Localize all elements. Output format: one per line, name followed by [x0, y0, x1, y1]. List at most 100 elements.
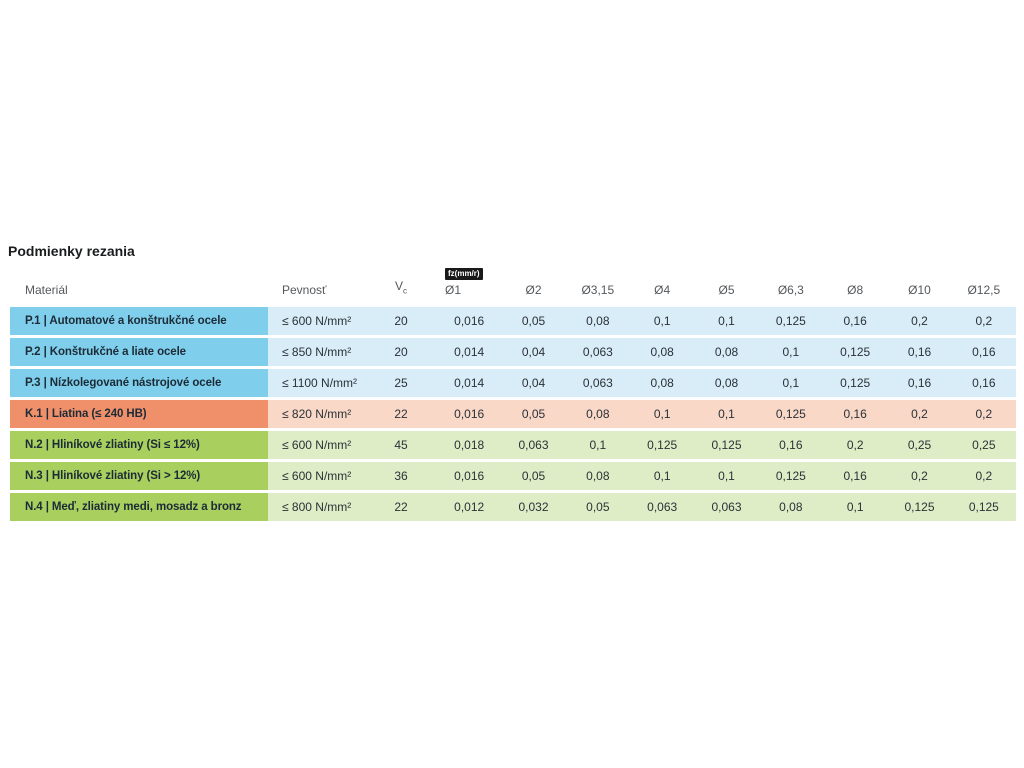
table-row-k1: K.1 | Liatina (≤ 240 HB) ≤ 820 N/mm² 22 …: [10, 400, 1016, 428]
fz-cell: 0,08: [694, 338, 759, 366]
fz-cell: 0,08: [758, 493, 823, 521]
fz-cell: 0,125: [694, 431, 759, 459]
fz-unit-badge: fz(mm/r): [445, 268, 483, 280]
fz-cell: 0,04: [501, 338, 566, 366]
fz-cell: 0,05: [501, 307, 566, 335]
fz-cell: 0,16: [823, 462, 888, 490]
vc-subscript: c: [403, 286, 407, 295]
fz-cell: 0,063: [501, 431, 566, 459]
fz-cell: 0,2: [951, 400, 1016, 428]
fz-cell: 0,012: [437, 493, 502, 521]
fz-cell: 0,08: [630, 338, 695, 366]
material-cell: P.1 | Automatové a konštrukčné ocele: [10, 307, 268, 335]
vc-cell: 20: [365, 338, 437, 366]
fz-cell: 0,063: [694, 493, 759, 521]
vc-cell: 36: [365, 462, 437, 490]
table-row-p2: P.2 | Konštrukčné a liate ocele ≤ 850 N/…: [10, 338, 1016, 366]
fz-cell: 0,16: [823, 307, 888, 335]
fz-cell: 0,2: [823, 431, 888, 459]
table-row-p1: P.1 | Automatové a konštrukčné ocele ≤ 6…: [10, 307, 1016, 335]
strength-cell: ≤ 800 N/mm²: [268, 493, 365, 521]
fz-cell: 0,16: [951, 338, 1016, 366]
fz-cell: 0,2: [951, 307, 1016, 335]
fz-cell: 0,04: [501, 369, 566, 397]
fz-cell: 0,2: [887, 307, 952, 335]
column-header-d3: Ø3,15: [581, 283, 615, 297]
fz-cell: 0,014: [437, 369, 502, 397]
column-header-d2: Ø2: [525, 283, 542, 297]
fz-cell: 0,25: [951, 431, 1016, 459]
table-row-n2: N.2 | Hliníkové zliatiny (Si ≤ 12%) ≤ 60…: [10, 431, 1016, 459]
fz-cell: 0,125: [758, 462, 823, 490]
strength-cell: ≤ 600 N/mm²: [268, 462, 365, 490]
fz-cell: 0,1: [758, 369, 823, 397]
fz-cell: 0,16: [887, 338, 952, 366]
table-header-row: Materiál Pevnosť Vc fz(mm/r) Ø1 Ø2 Ø3,15…: [10, 261, 1016, 298]
vc-symbol: V: [394, 278, 403, 293]
fz-cell: 0,08: [565, 462, 630, 490]
fz-cell: 0,125: [630, 431, 695, 459]
page-title: Podmienky rezania: [8, 243, 135, 259]
fz-cell: 0,016: [437, 307, 502, 335]
fz-cell: 0,125: [823, 338, 888, 366]
fz-cell: 0,016: [437, 400, 502, 428]
fz-cell: 0,125: [951, 493, 1016, 521]
column-header-d5: Ø5: [718, 283, 735, 297]
strength-cell: ≤ 850 N/mm²: [268, 338, 365, 366]
table-row-p3: P.3 | Nízkolegované nástrojové ocele ≤ 1…: [10, 369, 1016, 397]
vc-cell: 45: [365, 431, 437, 459]
vc-cell: 25: [365, 369, 437, 397]
material-cell: N.4 | Meď, zliatiny medi, mosadz a bronz: [10, 493, 268, 521]
column-header-d1: fz(mm/r) Ø1: [437, 268, 501, 298]
fz-cell: 0,032: [501, 493, 566, 521]
fz-cell: 0,1: [694, 400, 759, 428]
fz-cell: 0,05: [501, 400, 566, 428]
fz-cell: 0,08: [694, 369, 759, 397]
fz-cell: 0,1: [565, 431, 630, 459]
cutting-conditions-table: Materiál Pevnosť Vc fz(mm/r) Ø1 Ø2 Ø3,15…: [10, 261, 1016, 524]
fz-cell: 0,1: [630, 400, 695, 428]
fz-cell: 0,16: [823, 400, 888, 428]
strength-cell: ≤ 600 N/mm²: [268, 431, 365, 459]
fz-cell: 0,125: [887, 493, 952, 521]
material-cell: N.3 | Hliníkové zliatiny (Si > 12%): [10, 462, 268, 490]
material-cell: N.2 | Hliníkové zliatiny (Si ≤ 12%): [10, 431, 268, 459]
fz-cell: 0,05: [565, 493, 630, 521]
fz-cell: 0,16: [758, 431, 823, 459]
fz-cell: 0,1: [630, 307, 695, 335]
fz-cell: 0,063: [565, 369, 630, 397]
fz-cell: 0,063: [565, 338, 630, 366]
fz-cell: 0,1: [758, 338, 823, 366]
vc-cell: 20: [365, 307, 437, 335]
column-header-vc: Vc: [365, 279, 437, 298]
fz-cell: 0,2: [951, 462, 1016, 490]
fz-cell: 0,125: [823, 369, 888, 397]
fz-cell: 0,1: [630, 462, 695, 490]
fz-cell: 0,08: [565, 307, 630, 335]
strength-cell: ≤ 1100 N/mm²: [268, 369, 365, 397]
material-cell: P.3 | Nízkolegované nástrojové ocele: [10, 369, 268, 397]
column-header-strength: Pevnosť: [282, 283, 327, 297]
material-cell: K.1 | Liatina (≤ 240 HB): [10, 400, 268, 428]
table-row-n3: N.3 | Hliníkové zliatiny (Si > 12%) ≤ 60…: [10, 462, 1016, 490]
column-header-d1-label: Ø1: [445, 283, 462, 297]
strength-cell: ≤ 820 N/mm²: [268, 400, 365, 428]
fz-cell: 0,125: [758, 400, 823, 428]
fz-cell: 0,018: [437, 431, 502, 459]
fz-cell: 0,014: [437, 338, 502, 366]
column-header-d7: Ø8: [847, 283, 864, 297]
column-header-material: Materiál: [25, 283, 68, 297]
fz-cell: 0,05: [501, 462, 566, 490]
fz-cell: 0,1: [694, 307, 759, 335]
fz-cell: 0,2: [887, 400, 952, 428]
fz-cell: 0,25: [887, 431, 952, 459]
fz-cell: 0,08: [565, 400, 630, 428]
column-header-d6: Ø6,3: [777, 283, 804, 297]
material-cell: P.2 | Konštrukčné a liate ocele: [10, 338, 268, 366]
vc-cell: 22: [365, 493, 437, 521]
fz-cell: 0,16: [887, 369, 952, 397]
fz-cell: 0,1: [823, 493, 888, 521]
fz-cell: 0,16: [951, 369, 1016, 397]
column-header-d9: Ø12,5: [967, 283, 1001, 297]
